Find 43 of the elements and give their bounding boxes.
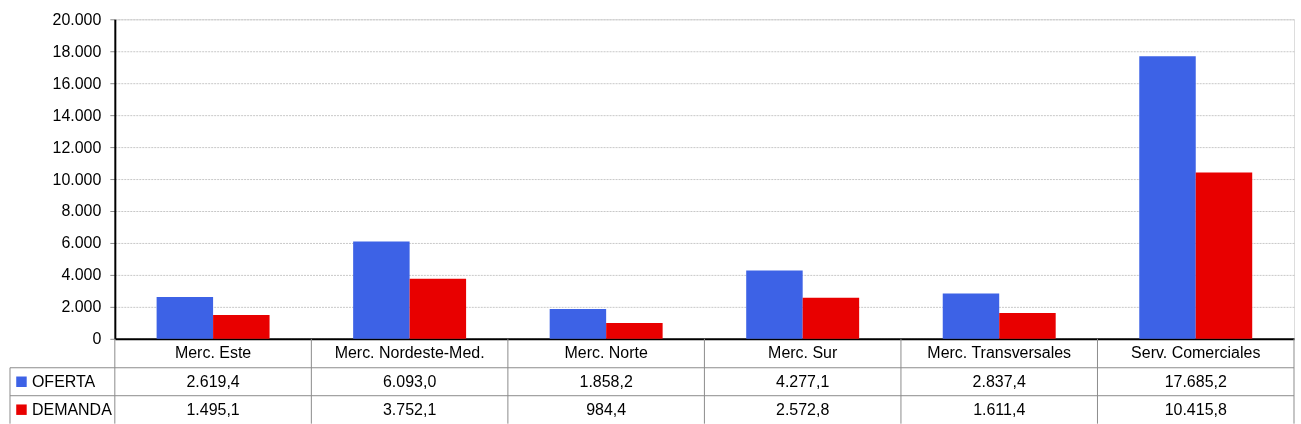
- y-tick-label: 8.000: [61, 202, 102, 220]
- bar: [1139, 56, 1196, 339]
- x-tick-label: Merc. Sur: [768, 344, 838, 362]
- y-tick-label: 12.000: [52, 138, 102, 156]
- bar: [213, 314, 270, 339]
- x-tick-label: Serv. Comerciales: [1131, 344, 1261, 362]
- data-label: 10.415,8: [1164, 400, 1227, 418]
- y-tick-label: 0: [92, 330, 102, 348]
- data-label: 17.685,2: [1164, 372, 1227, 390]
- y-tick-label: 4.000: [61, 266, 102, 284]
- x-tick-label: Merc. Transversales: [927, 344, 1072, 362]
- y-tick-label: 20.000: [52, 10, 102, 28]
- y-tick-label: 14.000: [52, 106, 102, 124]
- bar: [606, 323, 663, 339]
- bar: [549, 309, 607, 339]
- data-label: 984,4: [586, 400, 627, 418]
- data-label: 4.277,1: [776, 372, 830, 390]
- y-tick-label: 10.000: [52, 170, 102, 188]
- bar: [802, 297, 860, 339]
- y-tick-label: 6.000: [61, 234, 102, 252]
- data-label: 2.619,4: [186, 372, 240, 390]
- bar: [1195, 172, 1253, 339]
- data-label: 6.093,0: [382, 372, 437, 390]
- x-tick-label: Merc. Nordeste-Med.: [334, 344, 485, 362]
- bar: [746, 270, 803, 339]
- data-label: 1.611,4: [973, 400, 1026, 418]
- bar: [942, 293, 1000, 339]
- data-label: 2.572,8: [776, 400, 830, 418]
- bar: [156, 296, 214, 339]
- bar: [353, 241, 410, 339]
- data-label: 1.858,2: [579, 372, 633, 390]
- x-tick-label: Merc. Norte: [564, 344, 648, 362]
- bar: [409, 278, 467, 339]
- y-tick-label: 18.000: [52, 42, 102, 60]
- y-tick-label: 2.000: [61, 298, 102, 316]
- y-tick-label: 16.000: [52, 74, 102, 92]
- data-label: 1.495,1: [186, 400, 240, 418]
- legend-label: OFERTA: [31, 372, 96, 390]
- data-label: 2.837,4: [972, 372, 1026, 390]
- legend-label: DEMANDA: [31, 400, 113, 418]
- data-label: 3.752,1: [382, 400, 437, 418]
- x-tick-label: Merc. Este: [174, 344, 252, 362]
- bar: [999, 313, 1056, 339]
